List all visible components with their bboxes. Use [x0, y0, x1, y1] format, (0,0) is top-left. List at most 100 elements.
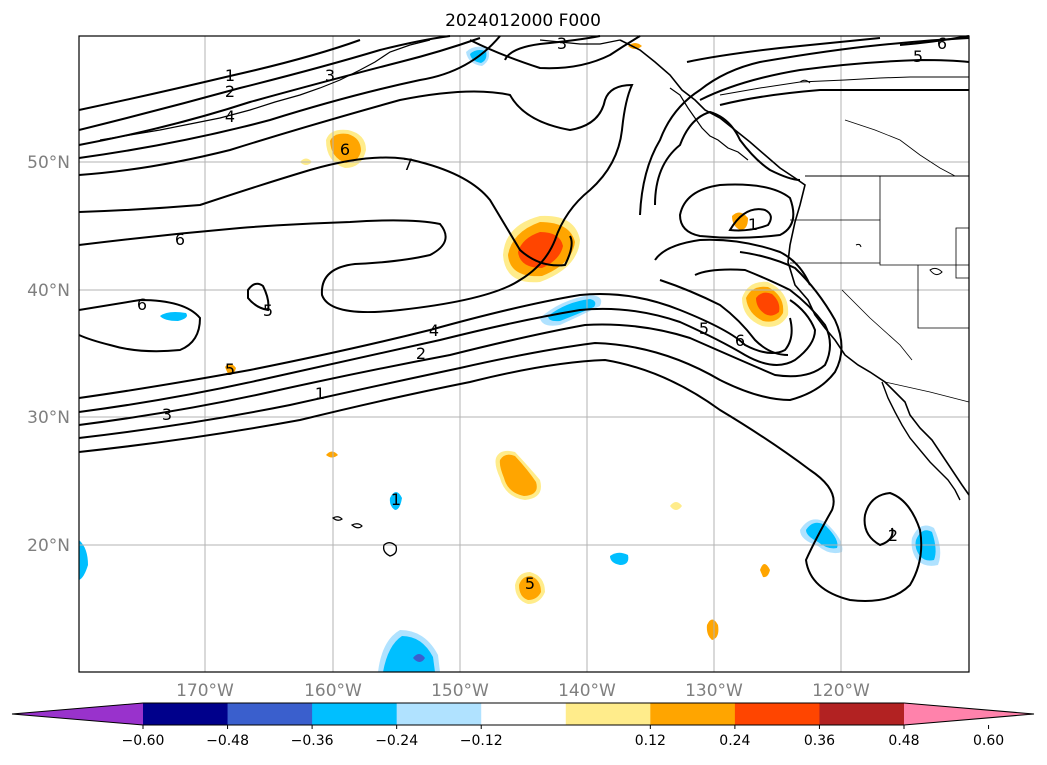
colorbar: −0.60 −0.48 −0.36 −0.24 −0.12 0.12 0.24 0.36 0.4…	[11, 702, 1035, 749]
contour-23	[504, 35, 601, 61]
lat-label-40n: 40°N	[27, 281, 70, 301]
contour-21	[719, 88, 969, 106]
colorbar-segment	[565, 703, 651, 725]
colorbar-extend-high	[904, 703, 1034, 725]
colorbar-ticks: −0.60 −0.48 −0.36 −0.24 −0.12 0.12 0.24 0.36 0.4…	[122, 725, 1004, 749]
contour-25	[659, 279, 789, 356]
hawaii-maui	[350, 523, 363, 529]
map-title: 2024012000 F000	[445, 11, 601, 31]
anomaly-pos-small-e	[670, 502, 682, 510]
island-small-1	[799, 79, 811, 84]
colorbar-segment	[143, 703, 229, 725]
colorbar-tick-label: −0.48	[206, 733, 249, 749]
contour-label: 6	[735, 331, 745, 350]
colorbar-tick-label: −0.36	[291, 733, 334, 749]
colorbar-tick-label: 0.24	[719, 733, 750, 749]
contour-label: 3	[325, 66, 335, 85]
contour-label: 1	[225, 66, 235, 85]
contour-label: 1	[748, 215, 758, 234]
contour-label: 2	[416, 344, 426, 363]
coastline-alaska-south	[539, 39, 621, 45]
contour-label: 5	[699, 319, 709, 338]
contour-4	[78, 35, 501, 159]
contour-label: 4	[225, 107, 235, 126]
colorbar-segments	[11, 702, 1035, 726]
colorbar-tick-label: 0.12	[635, 733, 666, 749]
contour-18	[654, 238, 811, 286]
lon-label-160w: 160°W	[304, 681, 362, 701]
lat-label-20n: 20°N	[27, 536, 70, 556]
lon-label-170w: 170°W	[176, 681, 234, 701]
anomaly-neg-west	[160, 312, 187, 321]
contour-label: 1	[391, 490, 401, 509]
contour-6	[78, 156, 573, 267]
contour-label: 6	[175, 230, 185, 249]
anomaly-pos-small-h	[628, 43, 642, 49]
contour-14	[728, 208, 772, 232]
anomaly-neg-far-west	[79, 540, 88, 580]
anomaly-pos-small-f	[326, 451, 338, 458]
contour-1	[78, 39, 361, 111]
contour-10	[78, 299, 817, 413]
contour-labels: 1 2 3 3 4 5 5 6 6 6 7 4 2 1 3 5 5 6 1 2 …	[137, 34, 947, 593]
contour-label: 6	[340, 140, 350, 159]
anomaly-pos-south-mid	[519, 576, 541, 600]
contour-7-loop	[247, 282, 270, 312]
colorbar-segment	[396, 703, 482, 725]
colorbar-extend-low	[12, 703, 143, 725]
hawaii-big-island	[382, 542, 398, 557]
contour-13	[78, 358, 923, 602]
anomaly-neg-south-strong-core	[413, 654, 425, 662]
colorbar-tick-label: −0.12	[460, 733, 503, 749]
contour-label: 5	[525, 574, 535, 593]
colorbar-segment	[312, 703, 398, 725]
anomaly-pos-small-c	[732, 212, 748, 230]
colorbar-tick-label: 0.60	[973, 733, 1004, 749]
anomaly-neg-subtropic-jet-mid	[548, 299, 596, 322]
contour-15	[678, 183, 795, 239]
anomaly-pos-small-d	[225, 363, 236, 375]
contour-22	[899, 35, 970, 46]
contour-label: 4	[429, 321, 439, 340]
contour-label: 5	[913, 47, 923, 66]
map-panel: 1 2 3 3 4 5 5 6 6 6 7 4 2 1 3 5 5 6 1 2 …	[78, 34, 970, 673]
contour-2	[78, 35, 451, 131]
coastline-alaska-peninsula	[99, 39, 431, 141]
map-frame	[78, 35, 970, 673]
lon-label-130w: 130°W	[685, 681, 743, 701]
contour-label: 7	[403, 155, 413, 174]
contour-label: 2	[225, 82, 235, 101]
hawaii-oahu	[331, 516, 343, 521]
anomaly-pos-small-a	[706, 619, 719, 640]
colorbar-segment	[734, 703, 820, 725]
anomaly-neg-south-strong-mid	[383, 636, 435, 672]
contour-16	[654, 110, 801, 206]
colorbar-segment	[819, 703, 905, 725]
lat-label-30n: 30°N	[27, 408, 70, 428]
island-small-3	[855, 243, 862, 248]
anomaly-neg-hawaii	[389, 492, 402, 510]
lon-label-120w: 120°W	[812, 681, 870, 701]
contour-label: 5	[225, 360, 235, 379]
contour-label: 5	[263, 301, 273, 320]
colorbar-tick-label: 0.36	[804, 733, 835, 749]
contour-24	[469, 35, 641, 70]
state-border-d	[917, 265, 969, 329]
colorbar-segment	[481, 703, 567, 725]
contour-8	[78, 298, 202, 353]
anomaly-pos-central-pacific-core	[518, 232, 563, 268]
colorbar-tick-label: −0.24	[375, 733, 418, 749]
anomaly-neg-tropic-b-mid	[806, 522, 838, 549]
contour-11	[78, 268, 831, 426]
coastline-north-america	[619, 39, 970, 496]
contour-20	[699, 58, 970, 101]
contour-label: 6	[137, 295, 147, 314]
contour-9	[78, 293, 793, 399]
height-contours	[78, 35, 970, 602]
state-border-e	[841, 289, 913, 361]
colorbar-tick-label: −0.60	[122, 733, 165, 749]
colorbar-segment	[227, 703, 313, 725]
anomaly-neg-tropic-a	[610, 552, 629, 565]
coastlines	[99, 39, 970, 557]
